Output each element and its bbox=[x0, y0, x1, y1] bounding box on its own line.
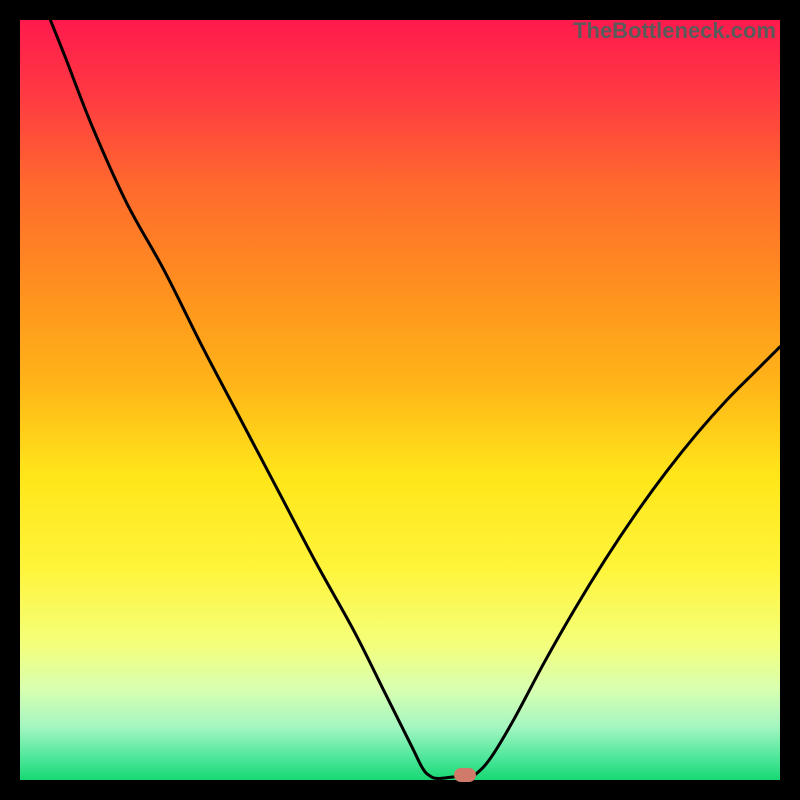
bottleneck-curve bbox=[20, 20, 780, 780]
watermark-text: TheBottleneck.com bbox=[573, 18, 776, 44]
optimum-marker bbox=[454, 768, 476, 782]
curve-path bbox=[50, 20, 780, 778]
plot-area: TheBottleneck.com bbox=[20, 20, 780, 780]
chart-frame: TheBottleneck.com bbox=[0, 0, 800, 800]
